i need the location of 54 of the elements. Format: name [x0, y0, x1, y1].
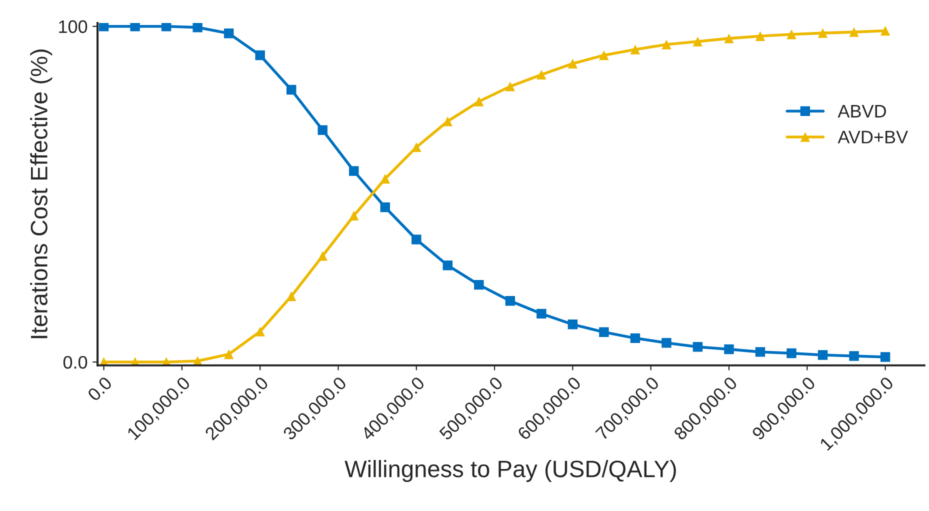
x-axis-title: Willingness to Pay (USD/QALY)	[344, 460, 676, 482]
point	[568, 320, 578, 330]
point	[755, 31, 766, 41]
point	[318, 251, 328, 261]
point	[662, 40, 672, 50]
point	[662, 338, 672, 348]
point	[380, 202, 390, 212]
point	[192, 22, 202, 32]
point	[724, 34, 734, 44]
point	[568, 58, 578, 68]
point	[442, 260, 453, 270]
y-tick-label: 100	[59, 20, 88, 34]
point	[692, 36, 703, 46]
point	[849, 27, 859, 37]
point	[412, 142, 422, 152]
point	[380, 174, 390, 184]
point	[224, 349, 234, 360]
point	[724, 344, 734, 354]
point	[786, 348, 796, 358]
point	[599, 50, 609, 60]
point	[786, 30, 796, 40]
point	[755, 347, 766, 357]
point	[412, 234, 422, 244]
point	[318, 125, 328, 135]
point	[849, 351, 859, 361]
point	[286, 84, 296, 95]
point	[474, 280, 484, 290]
point	[255, 326, 265, 336]
point	[505, 296, 516, 306]
point	[692, 342, 703, 352]
point	[818, 28, 828, 38]
legend-label: ABVD	[838, 105, 886, 118]
point	[536, 70, 546, 80]
point	[818, 350, 828, 360]
point	[224, 28, 234, 38]
point	[630, 44, 640, 54]
point	[98, 22, 109, 32]
point	[442, 116, 453, 126]
point	[255, 50, 265, 60]
point	[630, 333, 640, 344]
point	[286, 291, 296, 302]
point	[505, 82, 516, 92]
x-tick-label: 0.0	[86, 376, 113, 402]
point	[880, 352, 890, 362]
point	[536, 308, 546, 319]
point	[161, 22, 172, 32]
point	[349, 166, 359, 176]
point	[349, 210, 359, 221]
y-axis-title: Iterations Cost Effective (%)	[30, 50, 52, 338]
point	[130, 22, 140, 32]
point	[599, 327, 609, 337]
point	[880, 26, 890, 36]
legend-label: AVD+BV	[838, 130, 908, 144]
point	[474, 96, 484, 106]
